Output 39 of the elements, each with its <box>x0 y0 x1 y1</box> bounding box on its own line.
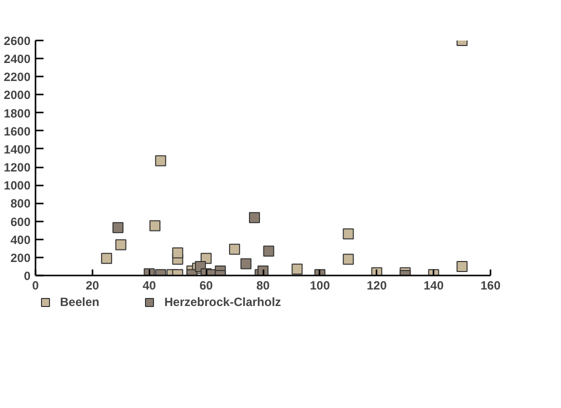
y-tick-label: 2400 <box>4 52 31 66</box>
y-tick-label: 1000 <box>4 178 31 193</box>
y-tick-label: 2000 <box>4 88 31 102</box>
legend-label: Herzebrock-Clarholz <box>164 295 282 309</box>
y-tick-label: 800 <box>10 196 31 211</box>
y-tick-label: 1200 <box>4 160 31 175</box>
point <box>112 222 124 234</box>
x-tick-label: 120 <box>366 278 388 292</box>
x-tick-label: 0 <box>32 278 40 292</box>
point <box>240 258 252 270</box>
point <box>155 155 166 166</box>
y-tick-label: 0 <box>24 269 31 283</box>
y-tick-label: 1400 <box>4 142 31 156</box>
point <box>263 246 274 257</box>
point <box>456 260 468 272</box>
y-tick-label: 2200 <box>4 70 31 84</box>
point <box>172 247 184 258</box>
point <box>248 212 260 224</box>
x-tick-label: 20 <box>86 278 100 292</box>
y-tick-label: 200 <box>10 250 31 265</box>
y-tick-label: 400 <box>10 232 31 247</box>
point <box>342 228 354 240</box>
x-tick-label: 140 <box>424 278 444 292</box>
point <box>229 244 240 255</box>
point <box>149 220 160 232</box>
y-tick-label: 1600 <box>4 124 31 138</box>
y-tick-label: 1800 <box>4 106 31 120</box>
point <box>292 264 303 275</box>
x-tick-label: 60 <box>199 278 214 292</box>
point <box>101 252 112 264</box>
x-tick-label: 100 <box>310 278 330 292</box>
x-tick-label: 40 <box>142 278 156 292</box>
y-tick-label: 600 <box>10 214 31 229</box>
legend-label: Beelen <box>60 295 100 309</box>
point <box>115 239 126 250</box>
x-tick-label: 80 <box>256 278 270 292</box>
y-tick-label: 2600 <box>4 34 31 48</box>
x-tick-label: 160 <box>480 278 501 292</box>
point <box>342 254 354 265</box>
